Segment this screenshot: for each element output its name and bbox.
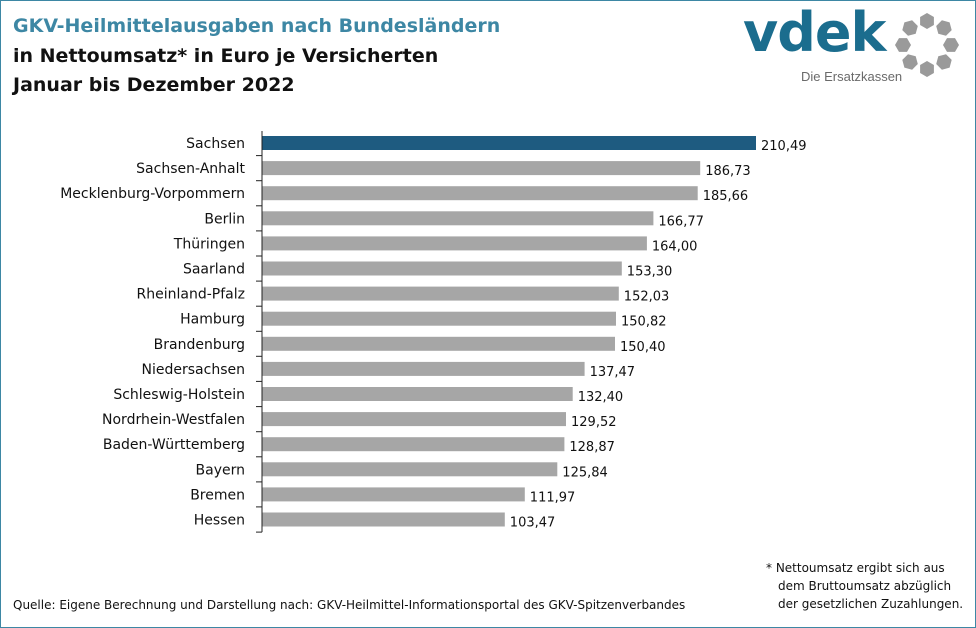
vdek-logo: vdek Die Ersatzkassen [743, 1, 965, 89]
bar-7 [262, 311, 616, 326]
data-label: 125,84 [562, 465, 608, 480]
bar-4 [262, 236, 647, 251]
logo-ring-tile [902, 54, 918, 70]
data-label: 137,47 [590, 365, 636, 380]
logo-ring-tile [936, 20, 952, 36]
logo-ring-tile [920, 61, 934, 77]
data-label: 150,82 [621, 315, 667, 330]
data-label: 128,87 [569, 440, 615, 455]
data-label: 210,49 [761, 139, 807, 154]
category-label: Bremen [190, 487, 245, 503]
logo-wordmark: vdek [743, 1, 886, 64]
footnote-line-1: * Nettoumsatz ergibt sich aus [766, 561, 945, 575]
category-label: Sachsen [186, 136, 245, 152]
category-label: Sachsen-Anhalt [136, 161, 245, 177]
bar-9 [262, 361, 585, 376]
logo-ring-tile [943, 38, 959, 52]
logo-ring-tile [895, 38, 911, 52]
source-note: Quelle: Eigene Berechnung und Darstellun… [13, 598, 686, 612]
footnote-line-3: der gesetzlichen Zuzahlungen. [778, 597, 964, 611]
data-label: 103,47 [510, 516, 556, 531]
data-label: 132,40 [578, 390, 624, 405]
bar-2 [262, 186, 698, 201]
bar-14 [262, 487, 525, 502]
bar-15 [262, 512, 505, 527]
data-label: 111,97 [530, 490, 576, 505]
logo-ring-tile [902, 20, 918, 36]
footnote-line-2: dem Bruttoumsatz abzüglich [778, 579, 952, 593]
bar-1 [262, 161, 701, 176]
category-label: Rheinland-Pfalz [137, 287, 245, 303]
data-label: 164,00 [652, 239, 698, 254]
data-label: 166,77 [658, 214, 704, 229]
category-label: Schleswig-Holstein [113, 387, 245, 403]
bar-5 [262, 261, 622, 276]
data-label: 153,30 [627, 265, 673, 280]
category-label: Bayern [196, 462, 245, 478]
logo-ring-icon [895, 13, 959, 77]
bar-13 [262, 462, 558, 477]
bar-10 [262, 387, 573, 401]
data-label: 186,73 [705, 164, 751, 179]
data-label: 150,40 [620, 340, 666, 355]
bar-12 [262, 437, 565, 452]
chart-subtitle: in Nettoumsatz* in Euro je Versicherten [13, 45, 439, 67]
category-label: Berlin [204, 211, 245, 227]
category-label: Brandenburg [154, 337, 245, 353]
data-label: 129,52 [571, 415, 617, 430]
logo-ring-tile [936, 54, 952, 70]
logo-tagline: Die Ersatzkassen [801, 69, 903, 84]
category-label: Mecklenburg-Vorpommern [60, 186, 245, 202]
logo-ring-tile [920, 13, 934, 29]
category-label: Saarland [183, 262, 245, 278]
category-label: Hessen [194, 513, 245, 529]
bar-0 [262, 136, 756, 150]
data-label: 185,66 [703, 189, 749, 204]
footnote: * Nettoumsatz ergibt sich aus dem Brutto… [766, 559, 963, 613]
bar-8 [262, 336, 615, 351]
category-label: Nordrhein-Westfalen [102, 412, 245, 428]
bar-3 [262, 211, 654, 226]
bar-chart: Sachsen 210,49 Sachsen-Anhalt 186,73 Mecklen… [60, 131, 807, 533]
chart-period: Januar bis Dezember 2022 [13, 74, 295, 96]
bar-6 [262, 286, 619, 301]
bar-11 [262, 412, 566, 427]
data-label: 152,03 [624, 290, 670, 305]
chart-title: GKV-Heilmittelausgaben nach Bundesländer… [13, 15, 501, 37]
category-label: Thüringen [173, 236, 245, 252]
category-label: Baden-Württemberg [103, 437, 245, 453]
category-label: Hamburg [180, 312, 245, 328]
category-label: Niedersachsen [142, 362, 245, 378]
